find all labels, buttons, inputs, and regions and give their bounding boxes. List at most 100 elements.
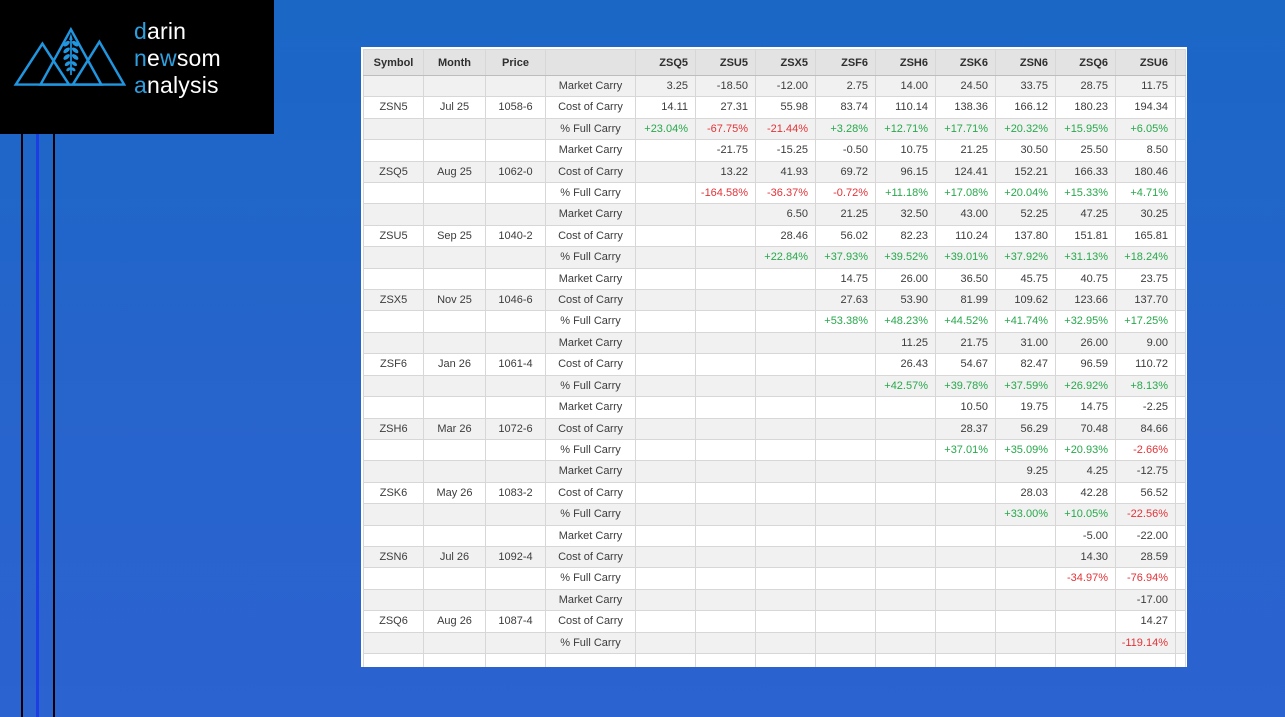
- month-cell: Jul 25: [423, 96, 486, 119]
- value-cell: [635, 182, 696, 205]
- price-cell: 1083-2: [485, 481, 546, 505]
- value-cell: 82.23: [875, 224, 936, 248]
- endcap-cell: [1175, 203, 1186, 226]
- value-cell: 36.50: [935, 267, 996, 291]
- value-cell: +17.25%: [1115, 310, 1176, 333]
- value-cell: +6.05%: [1115, 117, 1176, 141]
- value-cell: 10.50: [935, 396, 996, 419]
- value-cell: -36.37%: [755, 182, 816, 205]
- value-cell: [695, 267, 756, 291]
- symbol-cell: [363, 74, 424, 98]
- value-cell: +32.95%: [1055, 310, 1116, 333]
- price-cell: [485, 460, 546, 483]
- price-cell: 1087-4: [485, 610, 546, 633]
- symbol-cell: [363, 631, 424, 654]
- value-cell: [695, 396, 756, 419]
- value-cell: +31.13%: [1055, 246, 1116, 269]
- value-cell: [695, 438, 756, 462]
- price-cell: 1092-4: [485, 545, 546, 569]
- value-cell: 27.63: [815, 289, 876, 312]
- logo-wordmark: darin newsom analysis: [134, 18, 221, 99]
- value-cell: 31.00: [995, 331, 1056, 355]
- month-cell: [423, 331, 486, 355]
- value-cell: +17.71%: [935, 117, 996, 141]
- price-cell: [485, 631, 546, 654]
- value-cell: [935, 567, 996, 590]
- endcap-cell: [1175, 631, 1186, 654]
- value-cell: 137.70: [1115, 289, 1176, 312]
- empty-cell: [695, 652, 756, 667]
- value-cell: [755, 567, 816, 590]
- value-cell: 33.75: [995, 74, 1056, 98]
- table-row: ZSK6 May 26 1083-2 Cost of Carry 28.03 42.28 5…: [363, 481, 1186, 505]
- symbol-cell: [363, 567, 424, 590]
- value-cell: [755, 631, 816, 654]
- endcap-cell: [1175, 246, 1186, 269]
- table-row: % Full Carry -34.97% -76.94%: [363, 567, 1186, 590]
- symbol-cell: ZSF6: [363, 353, 424, 376]
- value-cell: [635, 139, 696, 162]
- value-cell: [635, 481, 696, 505]
- value-cell: [995, 631, 1056, 654]
- col-header-blank: [1175, 49, 1186, 76]
- value-cell: 55.98: [755, 96, 816, 119]
- month-cell: [423, 631, 486, 654]
- value-cell: [635, 203, 696, 226]
- endcap-cell: [1175, 310, 1186, 333]
- value-cell: [875, 417, 936, 440]
- symbol-cell: ZSU5: [363, 224, 424, 248]
- value-cell: +33.00%: [995, 503, 1056, 526]
- value-cell: [995, 588, 1056, 612]
- value-cell: 30.25: [1115, 203, 1176, 226]
- endcap-cell: [1175, 289, 1186, 312]
- row-label-cell: % Full Carry: [545, 374, 636, 398]
- empty-cell: [1055, 652, 1116, 667]
- value-cell: 96.59: [1055, 353, 1116, 376]
- value-cell: [755, 545, 816, 569]
- value-cell: 54.67: [935, 353, 996, 376]
- value-cell: [695, 203, 756, 226]
- value-cell: -164.58%: [695, 182, 756, 205]
- price-cell: [485, 117, 546, 141]
- value-cell: 56.52: [1115, 481, 1176, 505]
- value-cell: -0.72%: [815, 182, 876, 205]
- price-cell: 1040-2: [485, 224, 546, 248]
- value-cell: [755, 374, 816, 398]
- value-cell: 70.48: [1055, 417, 1116, 440]
- value-cell: 84.66: [1115, 417, 1176, 440]
- value-cell: +48.23%: [875, 310, 936, 333]
- value-cell: [995, 567, 1056, 590]
- month-cell: Sep 25: [423, 224, 486, 248]
- value-cell: +22.84%: [755, 246, 816, 269]
- table-row: Market Carry -21.75 -15.25 -0.50 10.75 21.25 3…: [363, 139, 1186, 162]
- table-row: ZSQ6 Aug 26 1087-4 Cost of Carry 14.27: [363, 610, 1186, 633]
- table-row: Market Carry 14.75 26.00 36.50 45.75 40.75 23.…: [363, 267, 1186, 291]
- value-cell: [695, 374, 756, 398]
- table-row: Market Carry 10.50 19.75 14.75 -2.25: [363, 396, 1186, 419]
- value-cell: [815, 610, 876, 633]
- value-cell: [695, 310, 756, 333]
- value-cell: [635, 438, 696, 462]
- value-cell: +26.92%: [1055, 374, 1116, 398]
- value-cell: [935, 481, 996, 505]
- value-cell: [695, 224, 756, 248]
- value-cell: [935, 588, 996, 612]
- value-cell: -21.44%: [755, 117, 816, 141]
- price-cell: [485, 331, 546, 355]
- value-cell: [695, 331, 756, 355]
- value-cell: +37.01%: [935, 438, 996, 462]
- month-cell: [423, 203, 486, 226]
- table-header: Symbol Month Price ZSQ5 ZSU5 ZSX5 ZSF6 ZSH6 ZSK6…: [363, 49, 1186, 76]
- month-cell: [423, 74, 486, 98]
- value-cell: +23.04%: [635, 117, 696, 141]
- vertical-stripe-black-right: [53, 134, 55, 717]
- value-cell: -12.75: [1115, 460, 1176, 483]
- value-cell: [635, 396, 696, 419]
- value-cell: 137.80: [995, 224, 1056, 248]
- row-label-cell: Cost of Carry: [545, 545, 636, 569]
- value-cell: 19.75: [995, 396, 1056, 419]
- col-header-blank: [545, 49, 636, 76]
- table-row: % Full Carry +53.38% +48.23% +44.52% +41.74%…: [363, 310, 1186, 333]
- value-cell: 26.43: [875, 353, 936, 376]
- value-cell: 110.24: [935, 224, 996, 248]
